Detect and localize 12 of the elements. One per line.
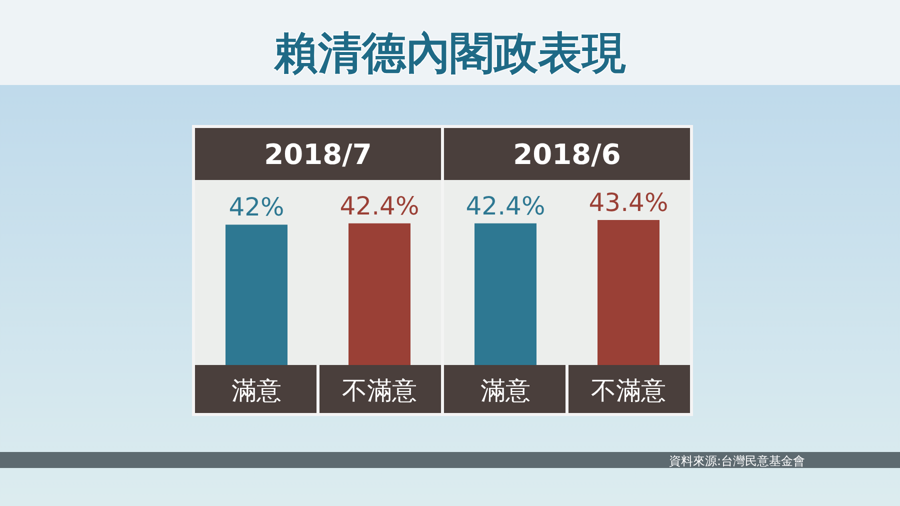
chart-subtitle: 2018/6 [513, 138, 621, 171]
x-tick-label: 不滿意 [342, 376, 417, 405]
x-tick-label: 不滿意 [591, 376, 666, 405]
data-label: 43.4% [588, 188, 668, 217]
data-label: 42.4% [466, 191, 546, 220]
x-tick-label: 滿意 [232, 376, 282, 405]
data-label: 42.4% [340, 191, 420, 220]
chart-subtitle: 2018/7 [264, 138, 372, 171]
chart-title: 賴清德內閣政表現 [273, 28, 626, 79]
data-label: 42% [228, 192, 284, 222]
source-note: 資料來源:台灣民意基金會 [668, 454, 805, 468]
x-tick-label: 滿意 [480, 376, 530, 405]
